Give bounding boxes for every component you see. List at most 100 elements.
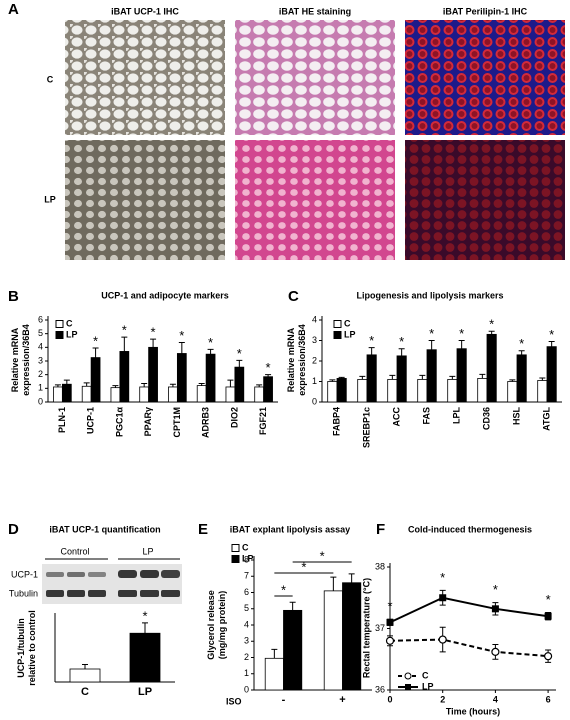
blot-image [42,564,182,604]
error-bar [338,376,345,379]
y-tick-label: 4 [312,314,317,324]
significance-label: * [429,326,434,341]
bar [69,668,101,683]
x-tick-label: + [339,694,345,706]
x-tick-label: CPT1M [172,407,182,438]
y-tick-label: 5 [38,328,43,338]
bar [110,387,121,403]
bar [323,590,343,691]
x-tick-label: 6 [546,694,551,704]
x-tick-label: ATGL [541,406,551,430]
legend-label: C [422,670,429,680]
bar [263,376,273,403]
legend-swatch [231,555,240,563]
x-tick-label: FABP4 [331,407,341,436]
y-tick-label: 1 [244,668,249,678]
error-bar [150,338,157,348]
y-tick-label: 6 [38,314,43,324]
error-bar [207,348,214,355]
x-tick-label: ADRB3 [201,407,211,438]
significance-label: * [151,325,156,340]
column-title: iBAT Perilipin-1 IHC [443,6,528,16]
significance-label: * [266,360,271,375]
legend-swatch [231,544,240,552]
error-bar [428,340,435,350]
y-tick-label: 2 [312,355,317,365]
legend-label: C [66,318,73,328]
x-tick-label: PLN-1 [57,407,67,433]
bar [537,380,548,403]
significance-label: * [387,599,392,614]
legend-label: LP [344,329,356,339]
x-tick-label: 4 [493,694,498,704]
bar [148,346,158,403]
significance-label: * [489,317,494,332]
error-bar [289,601,296,611]
x-axis-label: ISO [226,696,242,706]
bar [119,351,130,403]
panel-letter: B [8,288,19,305]
bar [417,379,428,403]
significance-label: * [549,327,554,342]
bar [61,383,72,403]
error-bar [359,375,366,380]
error-bar [169,383,176,387]
bar [283,609,303,691]
y-tick-label: 4 [38,342,43,352]
blot-band-label: Tubulin [9,588,38,598]
panel-letter: C [288,288,299,305]
y-tick-label: 1 [312,376,317,386]
error-bar [539,377,546,381]
panel-letter: F [376,521,385,538]
error-bar [368,347,375,355]
panel-letter: E [198,521,208,538]
marker [543,652,553,661]
legend-label: LP [422,681,434,691]
blot-group-label: LP [142,546,153,556]
significance-label: * [142,608,147,623]
x-tick-label: FAS [421,407,431,425]
bar [456,348,467,403]
bar [53,386,63,403]
y-tick-label: 38 [375,561,385,571]
x-tick-label: FGF21 [258,407,268,435]
x-tick-label: CD36 [481,407,491,430]
significance-label: * [122,323,127,338]
error-bar [236,359,243,368]
y-tick-label: 3 [38,355,43,365]
y-axis-label: relative to control [27,610,37,686]
bar [176,353,187,403]
error-bar [271,648,278,659]
error-bar [479,373,486,379]
legend-label: C [344,318,351,328]
micrograph [65,20,225,135]
error-bar [548,341,555,347]
blot-band-label: UCP-1 [11,569,38,579]
chart-title: Lipogenesis and lipolysis markers [356,290,503,300]
bar [90,357,101,403]
x-tick-label: LP [138,686,152,698]
marker [385,636,395,645]
x-tick-label: C [81,686,89,698]
significance-label: * [93,333,98,348]
error-bar [142,622,148,634]
significance-label: * [369,333,374,348]
x-tick-label: HSL [511,406,521,425]
y-tick-label: 0 [312,396,317,406]
y-tick-label: 2 [244,652,249,662]
legend-swatch [55,331,64,339]
error-bar [348,573,355,583]
bar [234,366,245,403]
bar [426,349,437,403]
x-tick-label: 0 [387,694,392,704]
y-axis-label: Relative mRNA [286,327,296,392]
y-tick-label: 5 [244,603,249,613]
error-bar [449,375,456,380]
y-tick-label: 37 [375,623,385,633]
bar [205,353,216,403]
significance-label: * [459,326,464,341]
y-axis-label: Relative mRNA [10,327,20,392]
micrograph [405,140,565,260]
